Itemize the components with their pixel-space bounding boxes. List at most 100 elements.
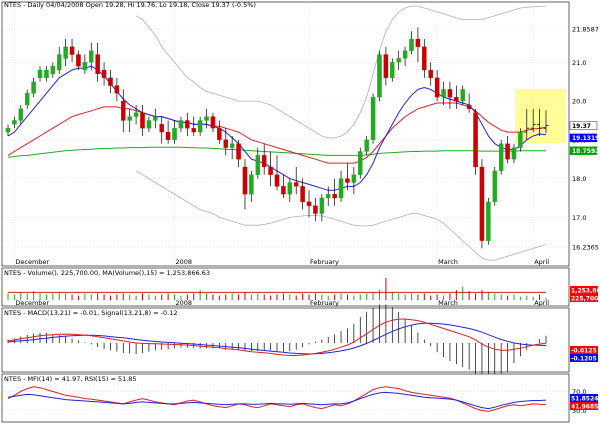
oscillator-tag-box bbox=[570, 394, 598, 402]
mfi-rsi-grid: 70.0 30.0 bbox=[3, 388, 586, 415]
candle-body bbox=[18, 108, 24, 121]
price-grid bbox=[3, 3, 568, 265]
candle-body bbox=[313, 205, 318, 214]
month-labels: December 2008 February March April bbox=[15, 258, 549, 266]
volume-month-label: February bbox=[310, 299, 339, 307]
price-tag-label: 19.1319 bbox=[572, 135, 599, 142]
bollinger-lower-line bbox=[135, 170, 547, 261]
candle-body bbox=[422, 46, 427, 71]
month-label: 2008 bbox=[176, 258, 193, 266]
candle-body bbox=[325, 193, 331, 199]
candle-body bbox=[223, 139, 229, 148]
candle-body bbox=[377, 54, 382, 98]
candle-body bbox=[319, 197, 325, 214]
oscillator-tag-box bbox=[570, 402, 598, 410]
price-tick-label: 16.2365 bbox=[572, 244, 599, 252]
volume-tag-box bbox=[570, 294, 598, 302]
month-label: February bbox=[310, 258, 339, 266]
candle-body bbox=[441, 89, 446, 98]
candle-body bbox=[172, 128, 177, 140]
highlight-box bbox=[515, 89, 566, 143]
volume-tag-label: 225,700 bbox=[571, 295, 598, 302]
candle-body bbox=[383, 54, 389, 78]
candle-body bbox=[351, 174, 357, 183]
macd-tag-box bbox=[570, 354, 598, 362]
candle-body bbox=[89, 50, 94, 63]
candle-body bbox=[165, 131, 171, 140]
candle-body bbox=[114, 85, 120, 94]
candle-body bbox=[204, 116, 209, 121]
candle-body bbox=[518, 131, 523, 148]
candle-body bbox=[498, 143, 504, 172]
candle-body bbox=[415, 38, 421, 47]
candle-body bbox=[82, 62, 88, 71]
candle-body bbox=[210, 116, 216, 129]
candle-body bbox=[5, 128, 11, 133]
candle-body bbox=[146, 120, 152, 129]
candle-body bbox=[37, 69, 43, 78]
oscillator-tag-label: 41.9685 bbox=[571, 403, 598, 410]
candle-body bbox=[121, 100, 126, 121]
candle-body bbox=[492, 170, 498, 203]
oscillator-tag-label: 51.8524 bbox=[571, 395, 598, 402]
candlesticks bbox=[5, 27, 549, 249]
price-tag-label: 18.7592 bbox=[572, 148, 599, 155]
candle-body bbox=[345, 178, 350, 183]
price-tick-label: 21.8587 bbox=[572, 25, 599, 33]
macd-tag-label: -0.0125 bbox=[571, 347, 597, 354]
candle-body bbox=[217, 128, 222, 140]
macd-tag-box bbox=[570, 346, 598, 354]
price-tag-label: 19.37 bbox=[572, 123, 591, 130]
macd-signal-line bbox=[7, 322, 547, 355]
candle-body bbox=[332, 193, 337, 199]
volume-month-label: 2008 bbox=[176, 299, 193, 307]
candle-body bbox=[56, 54, 62, 71]
candle-body bbox=[31, 81, 36, 94]
volume-tag-label: 1,253,866 bbox=[571, 287, 600, 294]
volume-month-label: December bbox=[15, 299, 49, 307]
volume-tag-box bbox=[570, 286, 598, 294]
oscillator-tick-label: 30.0 bbox=[572, 407, 586, 415]
candle-body bbox=[249, 174, 254, 195]
candle-body bbox=[95, 54, 100, 75]
price-title: NTES - Daily 04/04/2008 Open 19.28, Hi 1… bbox=[4, 1, 256, 9]
candle-body bbox=[63, 46, 68, 59]
candle-body bbox=[24, 93, 30, 106]
candle-body bbox=[454, 97, 459, 102]
candle-body bbox=[108, 77, 113, 86]
macd-tag-label: -0.1205 bbox=[571, 355, 597, 362]
macd-panel bbox=[1, 307, 570, 373]
candle-body bbox=[140, 112, 145, 129]
candle-body bbox=[236, 143, 241, 160]
volume-month-labels: December 2008 February March April bbox=[15, 299, 549, 307]
candle-body bbox=[242, 166, 248, 195]
candle-body bbox=[76, 54, 81, 67]
candle-body bbox=[281, 186, 286, 195]
candle-body bbox=[185, 120, 190, 129]
macd-line bbox=[7, 318, 547, 356]
candle-body bbox=[428, 69, 433, 78]
candle-body bbox=[358, 151, 363, 175]
bollinger-upper-line bbox=[135, 5, 547, 139]
volume-month-label: March bbox=[438, 299, 458, 307]
candle-body bbox=[274, 174, 280, 187]
candle-body bbox=[229, 143, 235, 148]
price-value-tags: 19.37 19.1319 18.7592 bbox=[569, 121, 599, 155]
candle-body bbox=[466, 104, 472, 109]
volume-month-label: April bbox=[534, 299, 549, 307]
candle-body bbox=[44, 69, 49, 78]
candle-body bbox=[255, 155, 261, 175]
volume-value-tags: 1,253,866225,700 bbox=[570, 286, 600, 302]
month-label: April bbox=[534, 258, 549, 266]
candle-body bbox=[473, 112, 478, 168]
price-tick-label: 18.0 bbox=[572, 175, 586, 183]
candle-body bbox=[370, 97, 376, 140]
volume-panel bbox=[1, 267, 570, 307]
macd-histogram bbox=[7, 304, 547, 383]
candle-body bbox=[101, 69, 107, 78]
rsi-line bbox=[7, 391, 547, 410]
candle-body bbox=[197, 120, 203, 133]
mfi-rsi-lines bbox=[7, 386, 547, 412]
